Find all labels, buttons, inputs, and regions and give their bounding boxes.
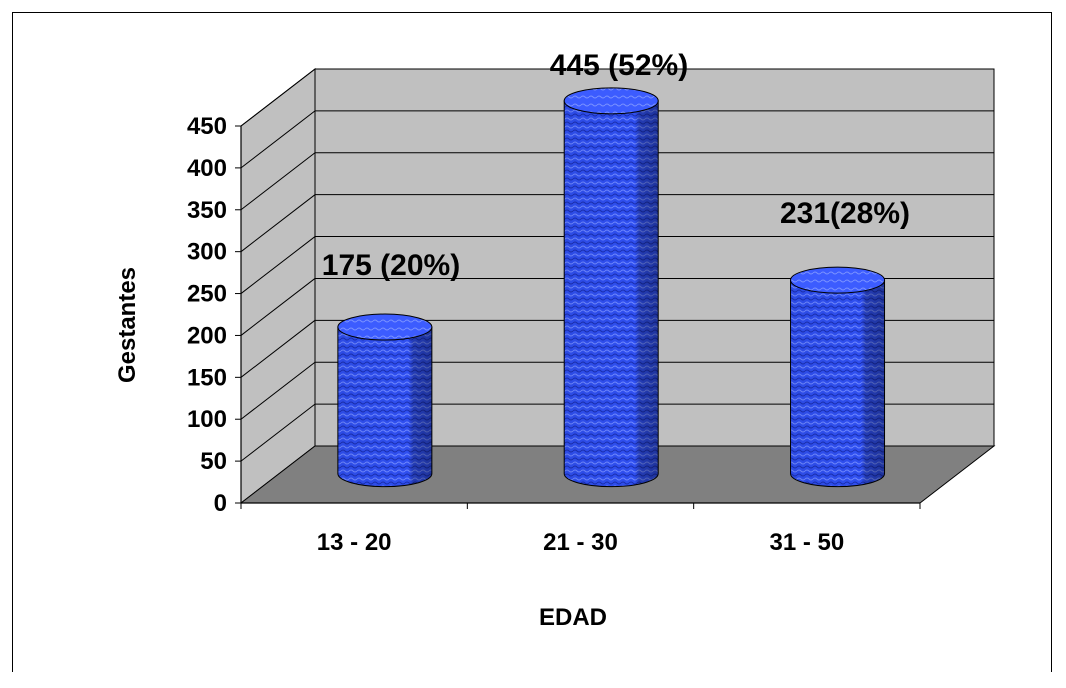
y-tick-label: 0	[214, 490, 227, 517]
y-tick-label: 200	[187, 322, 227, 349]
bar-shade	[564, 100, 659, 487]
side-wall	[240, 67, 316, 505]
bar-31-50	[790, 266, 886, 488]
gridline-side	[240, 319, 316, 378]
bar-21-30	[563, 87, 659, 488]
bar-shade	[790, 280, 885, 487]
bar-top	[790, 266, 886, 294]
data-label: 231(28%)	[780, 197, 910, 230]
bar-shade	[337, 327, 432, 487]
data-label: 445 (52%)	[550, 49, 688, 82]
gridline-side	[240, 194, 316, 253]
y-axis-title: Gestantes	[114, 267, 141, 383]
bar-chart: 0 50 100 150 200 250 300 350 400 450 13 - 20 21 - …	[114, 49, 996, 631]
y-tick-label: 300	[187, 239, 227, 266]
gridline-side	[240, 110, 316, 169]
labels: 13 - 20 21 - 30 31 - 50 175 (20%) 445 (52%) 2…	[317, 49, 910, 556]
chart-area: 0 50 100 150 200 250 300 350 400 450 13 - 20 21 - …	[12, 12, 1052, 672]
gridline-side	[240, 152, 316, 211]
gridline-side	[240, 361, 316, 420]
y-tick-label: 150	[187, 364, 227, 391]
y-tick-label: 100	[187, 406, 227, 433]
x-tick-label: 31 - 50	[769, 529, 844, 556]
x-tick-label: 21 - 30	[543, 529, 618, 556]
x-tick-label: 13 - 20	[317, 529, 392, 556]
gridline-side	[240, 403, 316, 462]
bar-13-20	[337, 313, 433, 488]
y-tick-label: 350	[187, 197, 227, 224]
axes: 0 50 100 150 200 250 300 350 400 450	[187, 113, 921, 517]
bar-top	[563, 87, 659, 115]
gridline-side	[240, 236, 316, 294]
bars	[337, 87, 886, 488]
y-tick-label: 50	[200, 448, 227, 475]
y-tick-label: 250	[187, 281, 227, 308]
gridline-side	[240, 68, 316, 127]
y-tick-label: 400	[187, 155, 227, 182]
y-tick-label: 450	[187, 113, 227, 140]
gridline-side	[240, 278, 316, 336]
x-axis-title: EDAD	[539, 604, 607, 631]
data-label: 175 (20%)	[322, 249, 460, 282]
bar-top	[337, 313, 433, 341]
